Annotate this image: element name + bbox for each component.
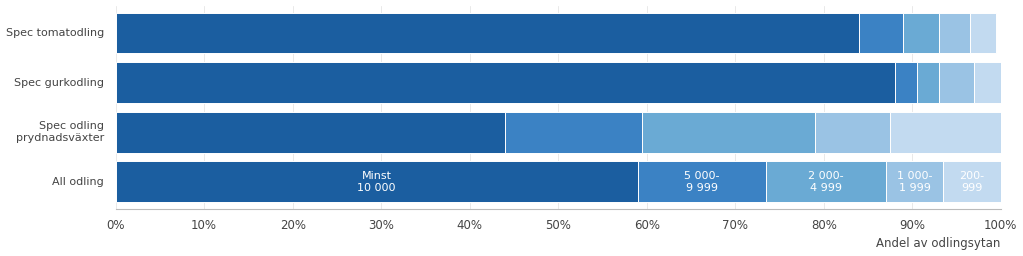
Bar <box>943 162 1000 202</box>
Bar <box>903 13 939 53</box>
Bar <box>815 112 890 153</box>
Bar <box>970 13 996 53</box>
Bar <box>116 62 894 103</box>
Text: 200-
999: 200- 999 <box>960 171 984 193</box>
Text: 2 000-
4 999: 2 000- 4 999 <box>808 171 844 193</box>
Bar <box>638 162 766 202</box>
Text: 5 000-
9 999: 5 000- 9 999 <box>684 171 720 193</box>
X-axis label: Andel av odlingsytan: Andel av odlingsytan <box>877 238 1000 250</box>
Bar <box>894 62 917 103</box>
Bar <box>116 162 638 202</box>
Bar <box>505 112 642 153</box>
Bar <box>766 162 886 202</box>
Bar <box>859 13 903 53</box>
Bar <box>116 112 505 153</box>
Bar <box>939 62 974 103</box>
Text: Minst
10 000: Minst 10 000 <box>357 171 396 193</box>
Bar <box>917 62 939 103</box>
Text: 1 000-
1 999: 1 000- 1 999 <box>897 171 932 193</box>
Bar <box>974 62 1000 103</box>
Bar <box>642 112 815 153</box>
Bar <box>939 13 970 53</box>
Bar <box>886 162 943 202</box>
Bar <box>116 13 859 53</box>
Bar <box>890 112 1000 153</box>
